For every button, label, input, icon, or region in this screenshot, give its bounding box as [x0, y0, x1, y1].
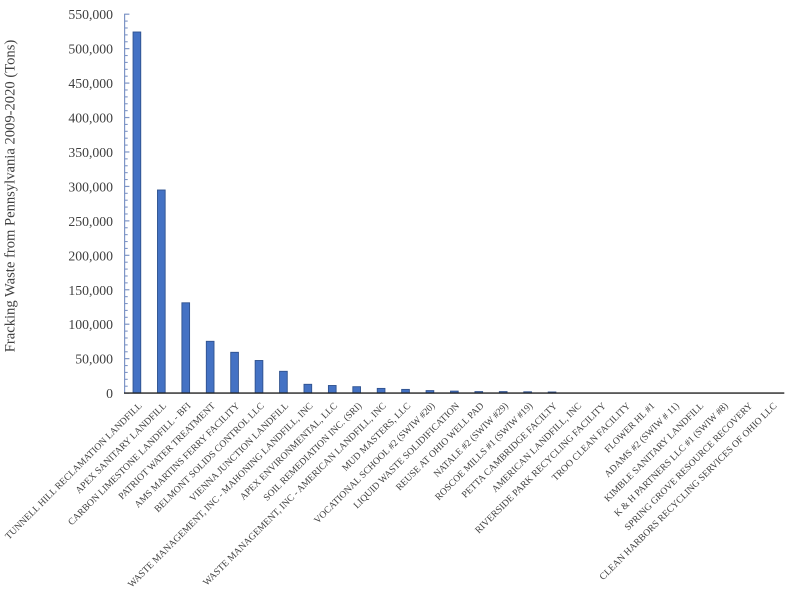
svg-text:400,000: 400,000 — [68, 111, 113, 126]
svg-text:450,000: 450,000 — [68, 76, 113, 91]
svg-text:300,000: 300,000 — [68, 179, 113, 194]
svg-text:150,000: 150,000 — [68, 283, 113, 298]
svg-text:250,000: 250,000 — [68, 214, 113, 229]
svg-text:350,000: 350,000 — [68, 145, 113, 160]
svg-text:100,000: 100,000 — [68, 317, 113, 332]
svg-text:500,000: 500,000 — [68, 42, 113, 57]
svg-text:0: 0 — [106, 386, 113, 401]
svg-text:550,000: 550,000 — [68, 7, 113, 22]
svg-text:50,000: 50,000 — [75, 352, 113, 367]
svg-text:Fracking Waste from Pennsylvan: Fracking Waste from Pennsylvania 2009-20… — [3, 40, 19, 353]
svg-text:200,000: 200,000 — [68, 248, 113, 263]
